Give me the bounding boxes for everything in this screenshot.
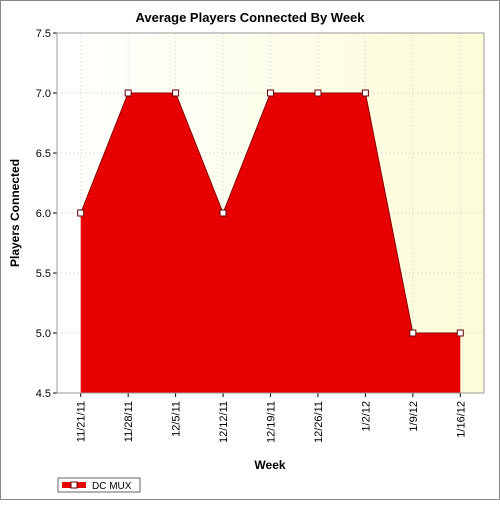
marker: [124, 89, 132, 97]
x-tick-label: 11/21/11: [76, 401, 88, 442]
y-tick-label: 4.5: [36, 388, 51, 400]
x-tick-label: 11/28/11: [123, 401, 135, 442]
x-tick-label: 1/9/12: [408, 401, 420, 432]
y-tick-label: 6.5: [36, 148, 51, 160]
marker: [314, 89, 322, 97]
marker: [172, 89, 180, 97]
marker: [219, 209, 227, 217]
area: [80, 93, 461, 393]
x-tick-label: 12/5/11: [171, 401, 183, 437]
y-tick-label: 7.5: [36, 28, 51, 40]
marker: [456, 329, 464, 337]
x-axis-label: Week: [254, 458, 285, 472]
y-axis-label: Players Connected: [8, 159, 22, 267]
marker: [77, 209, 85, 217]
x-tick-label: 12/26/11: [313, 401, 325, 443]
x-tick-label: 1/16/12: [455, 401, 467, 438]
y-tick-label: 5.0: [36, 328, 51, 340]
y-tick-label: 7.0: [36, 88, 51, 100]
y-tick-label: 6.0: [36, 208, 51, 220]
plot-border: [56, 32, 485, 394]
legend-label: DC MUX: [92, 481, 132, 492]
x-tick-label: 12/19/11: [266, 401, 278, 443]
y-tick-label: 5.5: [36, 268, 51, 280]
marker: [361, 89, 369, 97]
marker: [267, 89, 274, 97]
marker: [409, 329, 417, 337]
x-tick-label: 1/2/12: [360, 401, 372, 432]
chart-title: Average Players Connected By Week: [135, 10, 365, 25]
legend-box: [57, 477, 141, 493]
legend-marker: [70, 481, 78, 489]
x-tick-label: 12/12/11: [218, 401, 230, 443]
